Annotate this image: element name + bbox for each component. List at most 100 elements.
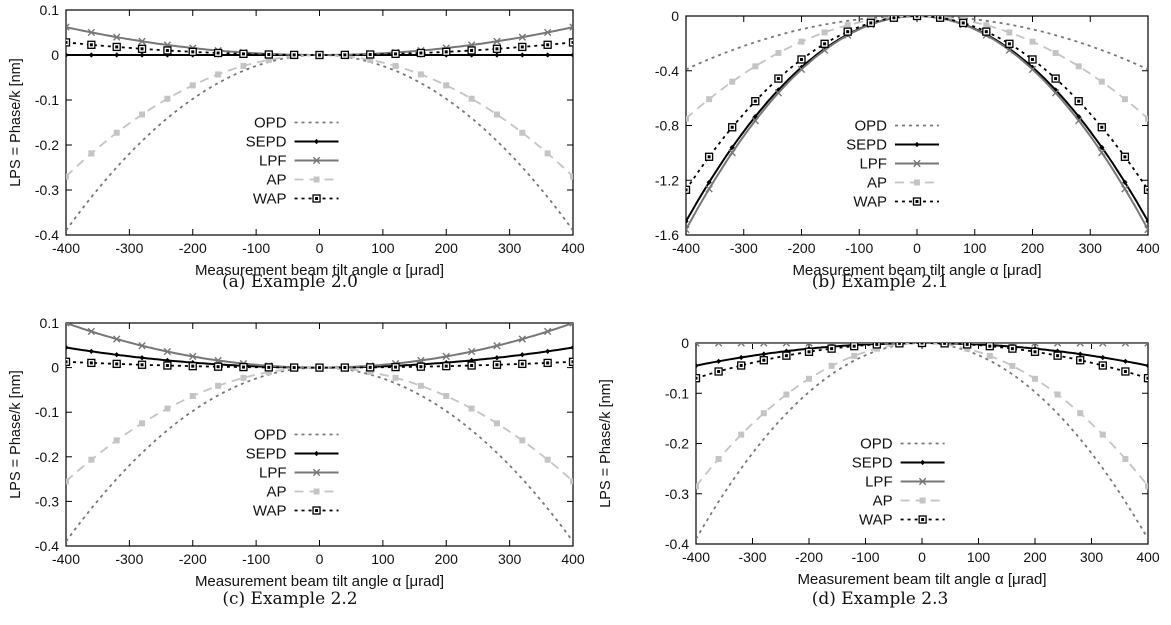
x-tick-label: 200 <box>435 551 459 567</box>
series-point-lpf <box>493 37 501 46</box>
series-point-lpf <box>163 347 172 356</box>
y-tick-label: -0.2 <box>35 137 59 153</box>
y-tick-label: -0.1 <box>35 404 59 420</box>
x-tick-label: 100 <box>371 551 395 567</box>
series-point-wap <box>543 358 552 368</box>
series-point-ap <box>215 71 222 78</box>
series-point-ap <box>986 352 993 359</box>
series-point-ap <box>696 483 699 490</box>
x-tick-label: -400 <box>672 240 700 256</box>
series-point-sepd <box>1145 218 1148 224</box>
x-tick-label: -400 <box>682 549 710 565</box>
series-point-wap <box>1028 55 1037 64</box>
series-point-wap <box>492 360 502 369</box>
series-point-ap <box>752 63 759 70</box>
series-point-ap <box>164 405 171 412</box>
series-point-ap <box>417 71 424 78</box>
series-point-ap <box>265 369 272 376</box>
y-tick-label: -0.4 <box>665 536 689 552</box>
y-tick-label: -0.1 <box>665 385 689 401</box>
series-point-ap <box>164 95 171 102</box>
series-point-ap <box>519 437 526 444</box>
x-tick-label: 300 <box>498 551 522 567</box>
series-point-lpf <box>1051 89 1060 97</box>
series-point-wap <box>1143 185 1148 194</box>
legend-marker-ap <box>313 176 320 183</box>
series-point-sepd <box>88 348 94 354</box>
series-point-sepd <box>1100 354 1106 361</box>
series-point-wap <box>264 363 273 372</box>
x-tick-label: 0 <box>316 240 324 256</box>
series-point-lpf <box>113 335 121 343</box>
series-line-opd <box>66 54 573 232</box>
series-point-ap <box>519 129 526 136</box>
series-point-wap <box>467 46 476 55</box>
legend-marker-lpf <box>312 468 321 477</box>
x-axis-label: Measurement beam tilt angle α [μrad] <box>195 262 444 279</box>
legend-label-ap: AP <box>867 175 887 192</box>
legend-label-sepd: SEPD <box>846 137 887 154</box>
chart-svg-c: -400 -300 -200 -100 0 100 200 300 400 -0.4 -0.3 -0.… <box>8 315 585 590</box>
series-point-wap <box>366 363 375 372</box>
x-tick-label: 300 <box>1080 549 1104 565</box>
series-point-lpf <box>1075 116 1083 125</box>
legend: OPD SEPD LPF AP WAP <box>852 436 945 529</box>
y-tick-label: 0 <box>671 8 679 24</box>
series-point-lpf <box>518 335 526 343</box>
legend-marker-ap <box>913 179 920 186</box>
series-line-lpf <box>686 16 1148 230</box>
legend-marker-wap <box>312 194 321 203</box>
y-tick-label: -0.2 <box>35 449 59 465</box>
series-point-wap <box>416 362 426 371</box>
y-tick-label: -0.4 <box>35 538 59 554</box>
series-point-ap <box>113 129 120 136</box>
chart-svg-a: -400 -300 -200 -100 0 100 200 300 400 -0.4 -0.3 -0.… <box>8 2 585 279</box>
series-point-ap <box>570 173 573 180</box>
legend-marker-sepd <box>313 450 320 457</box>
y-tick-label: -0.1 <box>35 92 59 108</box>
legend-label-opd: OPD <box>254 115 287 132</box>
series-point-wap <box>820 39 829 48</box>
x-axis-label: Measurement beam tilt angle α [μrad] <box>195 573 444 590</box>
series-point-ap <box>367 369 374 376</box>
series-point-sepd <box>686 218 689 224</box>
series-point-wap <box>797 55 806 64</box>
series-point-ap <box>873 345 880 352</box>
x-tick-label: -200 <box>179 240 207 256</box>
legend-marker-sepd <box>313 138 320 145</box>
series-point-wap <box>751 97 760 106</box>
legend-label-sepd: SEPD <box>852 455 893 472</box>
x-tick-label: -100 <box>242 551 270 567</box>
chart-svg-b: -400 -300 -200 -100 0 100 200 300 400 -1.6 -1.2 -0.… <box>655 8 1160 279</box>
legend-label-opd: OPD <box>254 427 287 444</box>
series-point-wap <box>704 152 714 161</box>
x-tick-label: 400 <box>561 551 585 567</box>
x-tick-label: -400 <box>52 551 80 567</box>
series-point-lpf <box>138 37 146 46</box>
chart-panel-b: -400 -300 -200 -100 0 100 200 300 400 -1.6 -1.2 -0.… <box>590 0 1170 312</box>
x-tick-label: 400 <box>561 240 585 256</box>
series-point-ap <box>1099 431 1106 438</box>
series-point-wap <box>239 362 248 372</box>
series-point-ap <box>1032 375 1038 382</box>
y-tick-label: 0 <box>681 335 689 351</box>
caption-b: (b) Example 2.1 <box>811 272 949 292</box>
series-point-ap <box>392 62 399 69</box>
series-point-lpf <box>543 28 552 37</box>
series-point-ap <box>1006 29 1013 36</box>
series-point-wap <box>239 49 248 59</box>
series-point-ap <box>964 345 971 352</box>
series-point-wap <box>850 343 859 351</box>
legend-label-lpf: LPF <box>259 153 287 170</box>
series-point-wap <box>1051 74 1060 83</box>
series-point-lpf <box>442 352 450 361</box>
legend-marker-ap <box>313 488 320 495</box>
series-point-ap <box>468 405 475 412</box>
legend-label-wap: WAP <box>859 512 893 529</box>
series-point-wap <box>1121 367 1130 376</box>
x-tick-label: -100 <box>845 240 873 256</box>
series-point-sepd <box>88 52 94 58</box>
y-axis-label: LPS = Phase/k [nm] <box>598 379 614 508</box>
series-point-wap <box>87 40 96 49</box>
series-point-lpf <box>1121 185 1129 193</box>
